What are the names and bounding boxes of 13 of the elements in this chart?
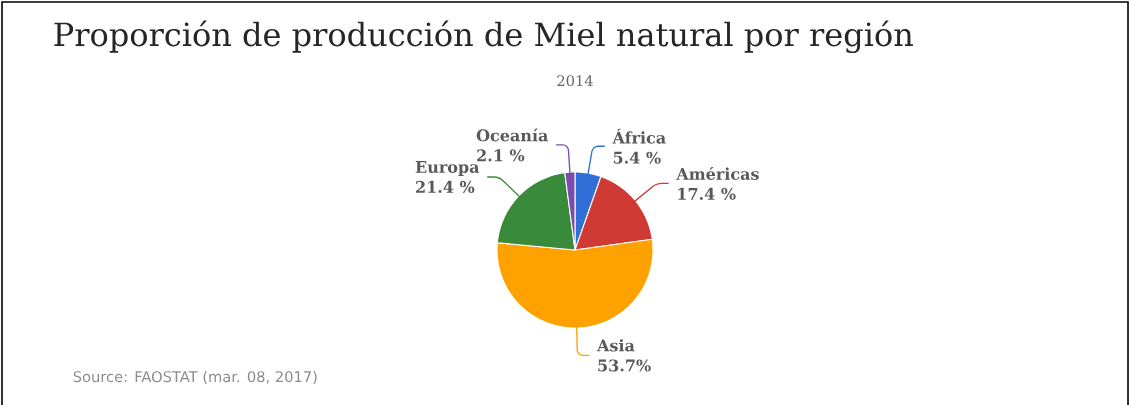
chart-subtitle: 2014 [557, 75, 593, 87]
slice-label: Europa [415, 161, 480, 177]
data-label: 53.7% [598, 359, 651, 372]
data-label: 17.4 % [678, 187, 736, 200]
data-label: 2.1 % [477, 149, 525, 162]
chart-title: Proporción de producción de Miel natural por región [54, 20, 913, 54]
data-label: 21.4 % [416, 180, 475, 193]
slice-label: Américas [676, 166, 759, 180]
source-note: Source: FAOSTAT (mar. 08, 2017) [73, 370, 317, 384]
data-label: 5.4 % [613, 151, 661, 164]
slice-label: Oceanía [476, 128, 549, 142]
slice-label: Asia [596, 339, 635, 352]
slice-label: África [612, 128, 666, 144]
